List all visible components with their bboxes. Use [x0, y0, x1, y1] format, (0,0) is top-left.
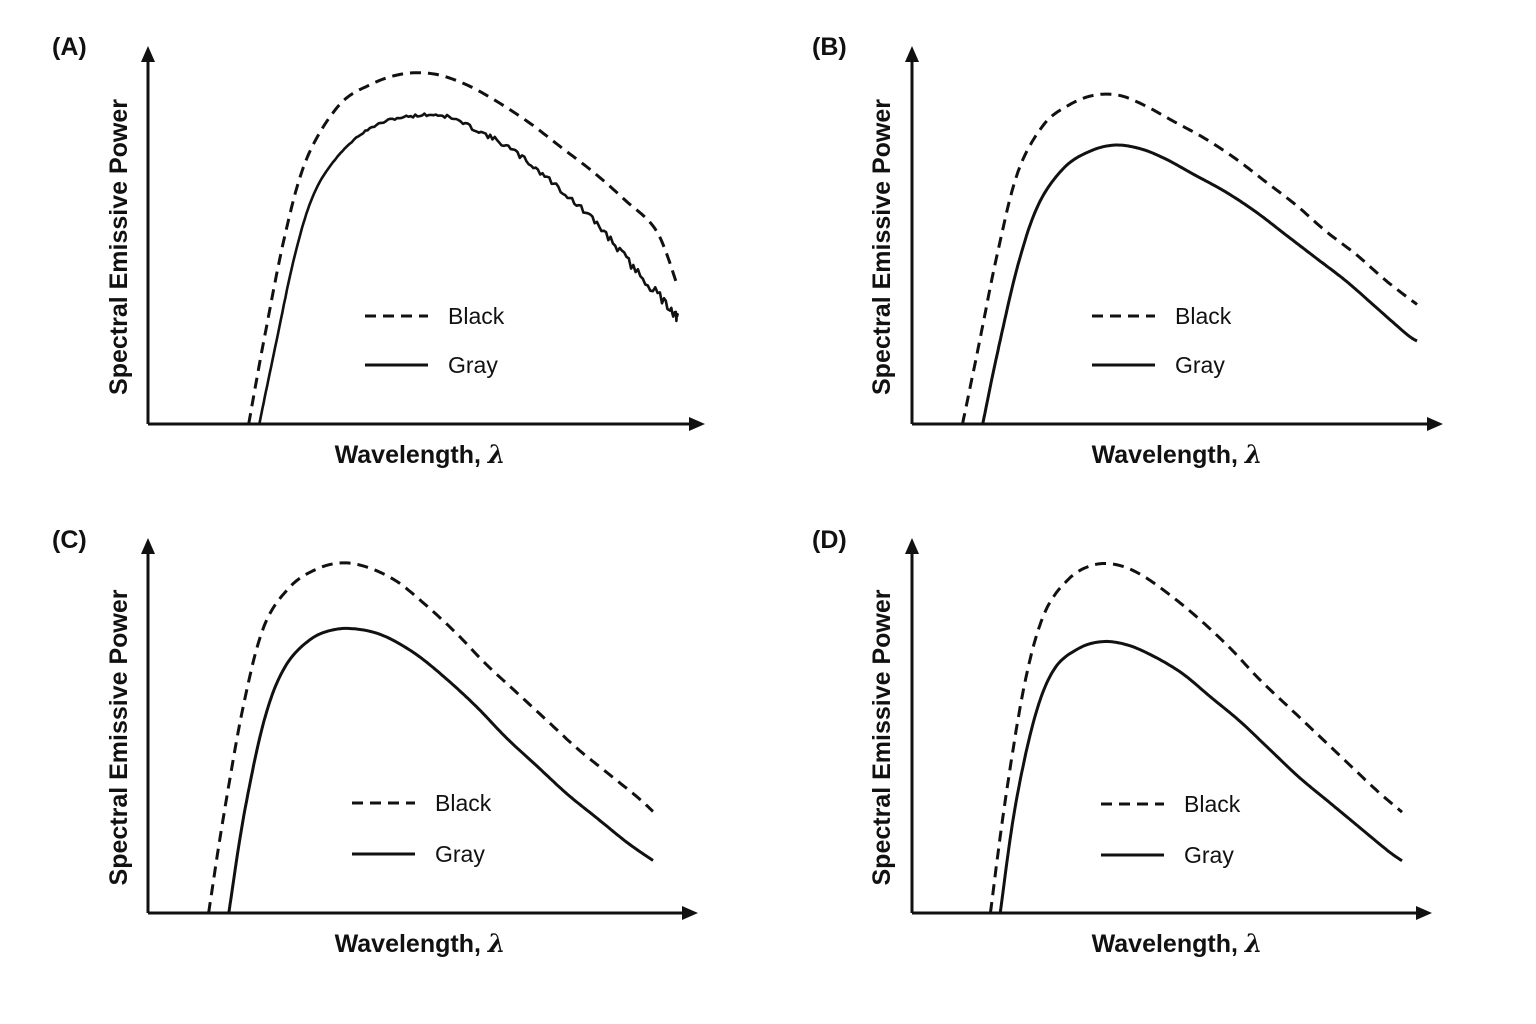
lambda-symbol: λ: [1244, 929, 1263, 958]
y-axis-arrow: [141, 538, 155, 554]
series-line-black: [207, 561, 654, 914]
legend-label-gray: Gray: [1175, 352, 1225, 378]
legend-label-black: Black: [448, 303, 505, 329]
legend-label-gray: Gray: [1184, 842, 1234, 868]
legend-label-black: Black: [1184, 791, 1241, 817]
x-axis-label: Wavelength, λ: [1092, 929, 1263, 958]
legend-label-gray: Gray: [448, 352, 498, 378]
x-axis-arrow: [1416, 906, 1432, 920]
panel-label: (B): [812, 33, 847, 61]
panel-label: (D): [812, 526, 847, 554]
x-axis-label: Wavelength, λ: [1092, 440, 1263, 469]
series-line-gray: [258, 112, 680, 425]
x-axis-arrow: [682, 906, 698, 920]
series-line-gray: [998, 639, 1403, 914]
legend: Black Gray: [1101, 791, 1241, 868]
chart-panel-b: (B) Wavelength, λ Spectral Emissive Power B…: [812, 33, 1443, 469]
y-axis-label: Spectral Emissive Power: [868, 589, 896, 885]
chart-panel-c: (C) Wavelength, λ Spectral Emissive Power B…: [52, 526, 698, 958]
chart-panel-d: (D) Wavelength, λ Spectral Emissive Power B…: [812, 526, 1432, 958]
y-axis-arrow: [905, 538, 919, 554]
series-line-black: [247, 71, 680, 425]
series-line-gray: [981, 143, 1419, 425]
x-axis-label: Wavelength, λ: [335, 929, 506, 958]
panel-label: (A): [52, 33, 87, 61]
x-axis-arrow: [1427, 417, 1443, 431]
y-axis-arrow: [141, 46, 155, 62]
series-line-black: [961, 92, 1418, 425]
legend: Black Gray: [365, 303, 505, 378]
legend-label-black: Black: [435, 790, 492, 816]
y-axis-label: Spectral Emissive Power: [105, 99, 133, 395]
y-axis-arrow: [905, 46, 919, 62]
y-axis-label: Spectral Emissive Power: [868, 99, 896, 395]
y-axis-label: Spectral Emissive Power: [105, 589, 133, 885]
chart-panel-a: (A) Wavelength, λ Spectral Emissive Power B…: [52, 33, 705, 469]
legend-label-black: Black: [1175, 303, 1232, 329]
legend-label-gray: Gray: [435, 841, 485, 867]
x-axis-label: Wavelength, λ: [335, 440, 506, 469]
lambda-symbol: λ: [487, 929, 506, 958]
x-axis-arrow: [689, 417, 705, 431]
legend: Black Gray: [352, 790, 492, 867]
lambda-symbol: λ: [1244, 440, 1263, 469]
panel-label: (C): [52, 526, 87, 554]
legend: Black Gray: [1092, 303, 1232, 378]
lambda-symbol: λ: [487, 440, 506, 469]
series-line-gray: [227, 626, 654, 914]
